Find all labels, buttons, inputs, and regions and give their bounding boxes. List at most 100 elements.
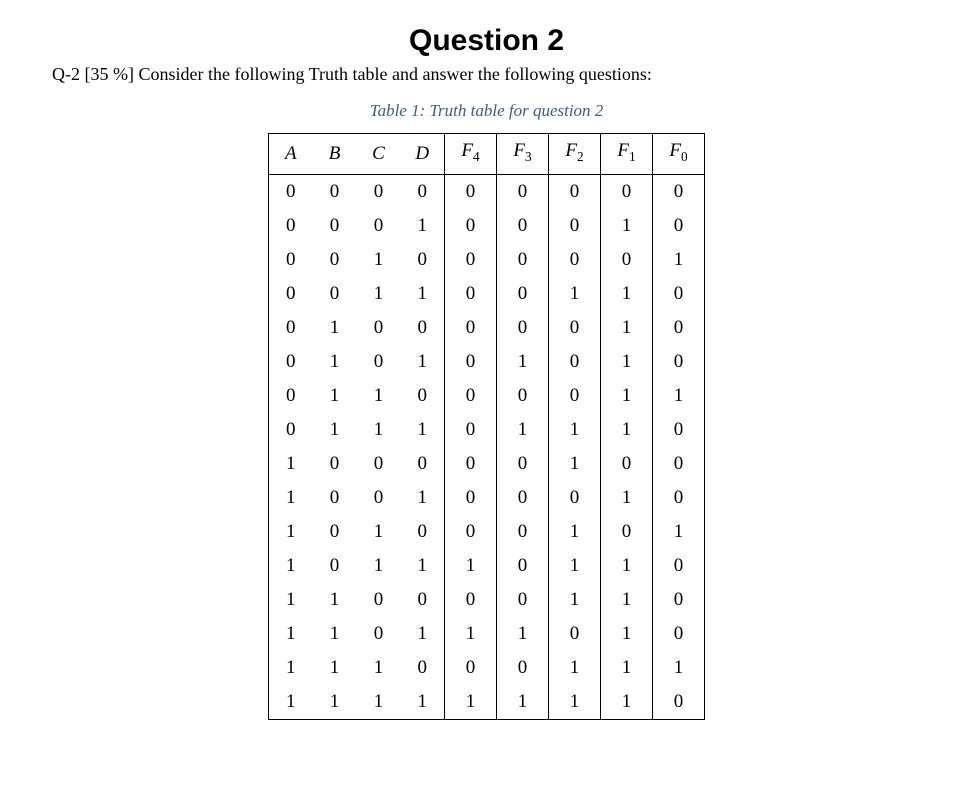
table-cell: 1 [601, 209, 653, 243]
table-cell: 1 [401, 345, 445, 379]
table-cell: 1 [269, 651, 313, 685]
table-cell: 0 [653, 685, 705, 720]
th-output: F1 [601, 134, 653, 175]
table-cell: 1 [497, 345, 549, 379]
table-cell: 0 [445, 379, 497, 413]
table-row: 110000110 [269, 583, 705, 617]
table-cell: 1 [445, 617, 497, 651]
table-cell: 1 [497, 685, 549, 720]
table-cell: 1 [601, 685, 653, 720]
table-cell: 0 [445, 174, 497, 209]
table-row: 110111010 [269, 617, 705, 651]
table-cell: 0 [497, 209, 549, 243]
table-row: 100100010 [269, 481, 705, 515]
table-cell: 0 [497, 311, 549, 345]
table-cell: 0 [445, 311, 497, 345]
table-cell: 1 [313, 311, 357, 345]
table-cell: 0 [401, 243, 445, 277]
table-cell: 0 [653, 209, 705, 243]
table-cell: 0 [653, 174, 705, 209]
th-output: F4 [445, 134, 497, 175]
table-cell: 0 [497, 379, 549, 413]
table-cell: 0 [401, 515, 445, 549]
table-cell: 0 [445, 583, 497, 617]
table-cell: 1 [269, 583, 313, 617]
table-cell: 0 [357, 617, 401, 651]
table-cell: 1 [313, 379, 357, 413]
table-cell: 0 [601, 515, 653, 549]
table-cell: 1 [357, 685, 401, 720]
table-cell: 0 [497, 651, 549, 685]
table-cell: 0 [401, 583, 445, 617]
table-cell: 0 [653, 549, 705, 583]
table-cell: 1 [269, 617, 313, 651]
table-cell: 0 [269, 209, 313, 243]
table-cell: 0 [601, 447, 653, 481]
table-cell: 1 [601, 311, 653, 345]
table-cell: 1 [549, 277, 601, 311]
table-cell: 1 [445, 685, 497, 720]
table-cell: 1 [269, 515, 313, 549]
table-cell: 1 [357, 277, 401, 311]
table-cell: 0 [269, 277, 313, 311]
table-row: 101000101 [269, 515, 705, 549]
table-cell: 0 [549, 481, 601, 515]
table-cell: 0 [313, 243, 357, 277]
table-cell: 0 [497, 549, 549, 583]
table-container: ABCDF4F3F2F1F0 0000000000001000100010000… [52, 133, 921, 720]
table-cell: 0 [401, 174, 445, 209]
table-cell: 0 [549, 617, 601, 651]
table-cell: 0 [401, 447, 445, 481]
table-cell: 1 [549, 447, 601, 481]
table-cell: 0 [445, 515, 497, 549]
table-cell: 1 [497, 413, 549, 447]
table-cell: 1 [269, 549, 313, 583]
table-cell: 0 [313, 447, 357, 481]
table-row: 011000011 [269, 379, 705, 413]
table-cell: 0 [445, 413, 497, 447]
truth-table-body: 0000000000001000100010000010011001100100… [269, 174, 705, 719]
table-cell: 1 [357, 379, 401, 413]
table-cell: 0 [497, 277, 549, 311]
table-cell: 1 [601, 345, 653, 379]
table-cell: 0 [401, 651, 445, 685]
table-cell: 1 [313, 345, 357, 379]
table-cell: 0 [401, 379, 445, 413]
table-cell: 1 [601, 481, 653, 515]
table-cell: 1 [269, 685, 313, 720]
table-cell: 0 [497, 447, 549, 481]
table-cell: 0 [445, 277, 497, 311]
table-cell: 0 [269, 243, 313, 277]
table-cell: 1 [357, 413, 401, 447]
table-cell: 0 [601, 174, 653, 209]
table-cell: 0 [357, 447, 401, 481]
table-cell: 0 [549, 174, 601, 209]
table-cell: 1 [357, 549, 401, 583]
table-cell: 1 [549, 413, 601, 447]
table-cell: 0 [445, 447, 497, 481]
table-cell: 0 [497, 583, 549, 617]
table-cell: 0 [445, 651, 497, 685]
truth-table-header-row: ABCDF4F3F2F1F0 [269, 134, 705, 175]
table-cell: 1 [601, 549, 653, 583]
table-cell: 1 [313, 685, 357, 720]
table-cell: 1 [401, 277, 445, 311]
table-row: 111111110 [269, 685, 705, 720]
table-cell: 1 [401, 685, 445, 720]
table-cell: 0 [269, 413, 313, 447]
th-output: F3 [497, 134, 549, 175]
table-cell: 0 [313, 515, 357, 549]
table-row: 000000000 [269, 174, 705, 209]
table-cell: 1 [549, 515, 601, 549]
table-cell: 0 [269, 174, 313, 209]
table-row: 101110110 [269, 549, 705, 583]
table-cell: 0 [401, 311, 445, 345]
table-row: 010000010 [269, 311, 705, 345]
table-cell: 1 [313, 583, 357, 617]
th-input: A [269, 134, 313, 175]
table-row: 001000001 [269, 243, 705, 277]
table-cell: 0 [653, 617, 705, 651]
page-title: Question 2 [52, 24, 921, 58]
table-row: 100000100 [269, 447, 705, 481]
table-cell: 0 [549, 209, 601, 243]
